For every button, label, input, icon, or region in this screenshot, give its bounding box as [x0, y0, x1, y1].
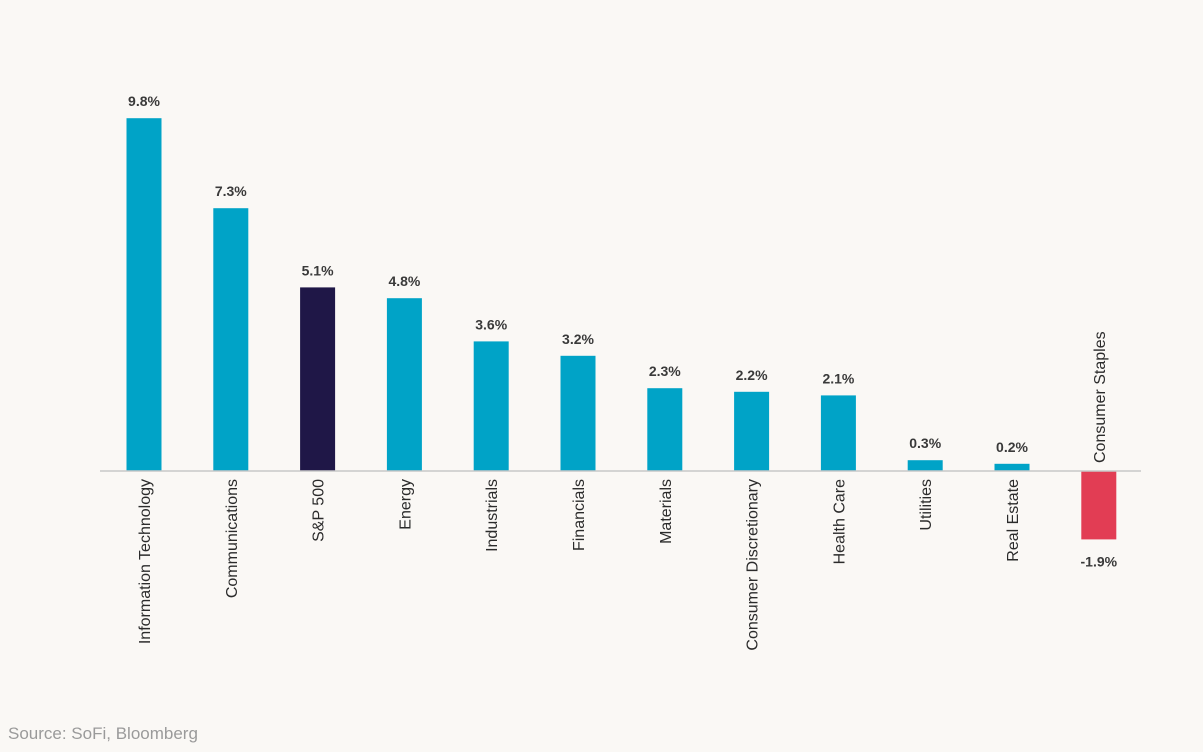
value-label-consumer-discretionary: 2.2% [736, 367, 768, 383]
bar-energy [386, 298, 422, 471]
value-label-real-estate: 0.2% [996, 439, 1028, 455]
value-label-communications: 7.3% [215, 183, 247, 199]
category-label-consumer-discretionary: Consumer Discretionary [745, 479, 762, 651]
category-label-sandp-500: S&P 500 [311, 479, 328, 542]
category-label-communications: Communications [224, 479, 241, 598]
value-label-sandp-500: 5.1% [302, 262, 334, 278]
category-label-industrials: Industrials [484, 479, 501, 552]
value-label-utilities: 0.3% [909, 435, 941, 451]
category-labels-group: Information Technology Communications S&P … [137, 331, 1109, 650]
value-label-materials: 2.3% [649, 363, 681, 379]
value-label-energy: 4.8% [388, 273, 420, 289]
bar-utilities [907, 460, 943, 471]
value-label-information-technology: 9.8% [128, 93, 160, 109]
category-label-financials: Financials [571, 479, 588, 551]
bar-information-technology [126, 118, 162, 471]
value-label-industrials: 3.6% [475, 316, 507, 332]
bar-industrials [473, 341, 509, 471]
bar-communications [213, 208, 249, 471]
category-label-real-estate: Real Estate [1005, 479, 1022, 562]
bar-materials [647, 388, 683, 471]
bar-financials [560, 355, 596, 471]
bar-consumer-staples [1081, 471, 1117, 540]
bars-group [126, 118, 1117, 540]
value-label-consumer-staples: -1.9% [1081, 553, 1118, 569]
source-note: Source: SoFi, Bloomberg [8, 724, 198, 743]
category-label-energy: Energy [397, 479, 414, 530]
bar-real-estate [994, 463, 1030, 471]
value-label-health-care: 2.1% [822, 370, 854, 386]
bar-health-care [820, 395, 856, 471]
value-label-financials: 3.2% [562, 331, 594, 347]
category-label-information-technology: Information Technology [137, 479, 154, 644]
category-label-materials: Materials [658, 479, 675, 544]
category-label-consumer-staples: Consumer Staples [1092, 331, 1109, 463]
value-labels-group: 9.8% 7.3% 5.1% 4.8% 3.6% 3.2% 2.3% 2.2% 2.1% 0.3%… [128, 93, 1118, 569]
category-label-utilities: Utilities [918, 479, 935, 531]
bar-sandp-500 [300, 287, 336, 471]
bar-consumer-discretionary [734, 391, 770, 471]
category-label-health-care: Health Care [831, 479, 848, 564]
